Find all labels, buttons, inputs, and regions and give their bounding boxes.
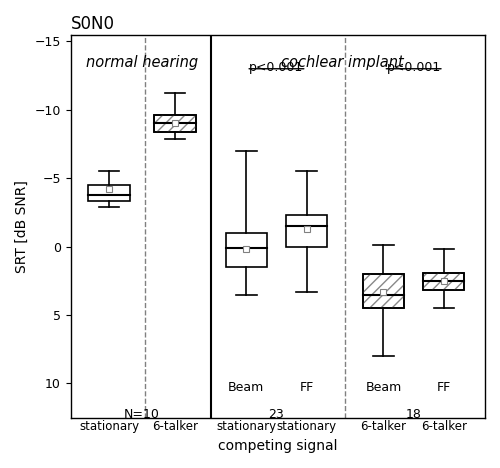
Text: N=10: N=10: [124, 408, 160, 421]
Bar: [424, 273, 465, 291]
Text: FF: FF: [436, 381, 451, 395]
Text: 18: 18: [406, 408, 421, 421]
Bar: [286, 215, 327, 247]
Bar: [154, 115, 196, 132]
Bar: [424, 273, 465, 291]
Bar: [154, 115, 196, 132]
Text: p<0.001: p<0.001: [250, 61, 304, 74]
Text: p<0.001: p<0.001: [386, 61, 441, 74]
Text: FF: FF: [300, 381, 314, 395]
Bar: [363, 274, 404, 308]
Bar: [363, 274, 404, 308]
Bar: [154, 115, 196, 132]
Text: Beam: Beam: [366, 381, 402, 395]
Text: 23: 23: [268, 408, 284, 421]
Bar: [424, 273, 465, 291]
Bar: [88, 185, 130, 202]
Text: normal hearing: normal hearing: [86, 55, 198, 70]
Bar: [363, 274, 404, 308]
Y-axis label: SRT [dB SNR]: SRT [dB SNR]: [15, 180, 29, 272]
Text: cochlear implant: cochlear implant: [281, 55, 404, 70]
Text: S0N0: S0N0: [70, 15, 115, 33]
Text: Beam: Beam: [228, 381, 264, 395]
Bar: [226, 233, 267, 267]
X-axis label: competing signal: competing signal: [218, 439, 338, 453]
